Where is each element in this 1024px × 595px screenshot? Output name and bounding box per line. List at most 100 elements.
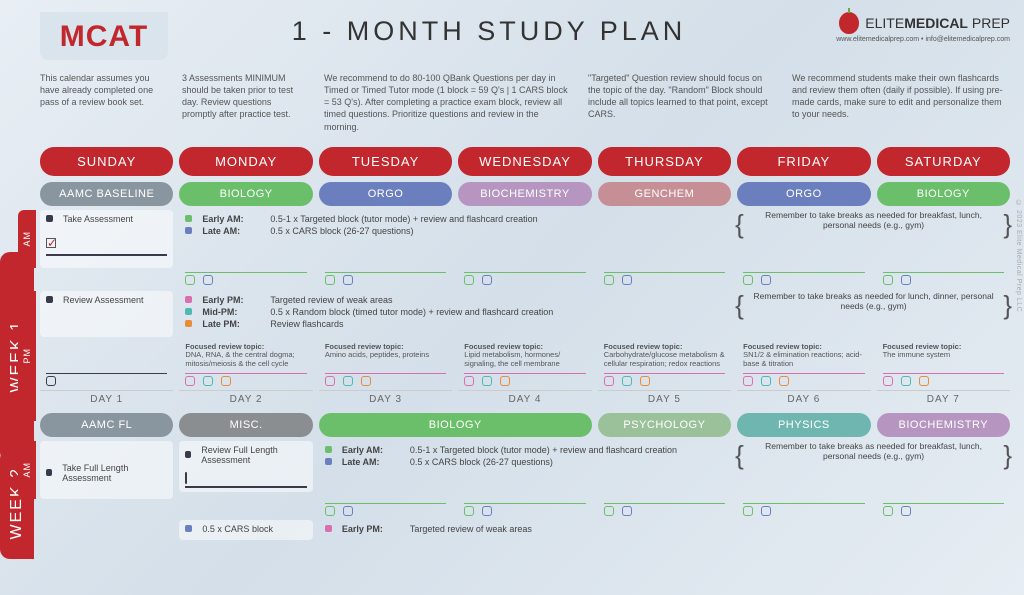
checkbox-icon bbox=[622, 376, 632, 386]
week-1-block: WEEK 1 AAMC BASELINEBIOLOGYORGOBIOCHEMIS… bbox=[40, 182, 1010, 405]
week2-subjects: AAMC FLMISC. BIOLOGYPSYCHOLOGYPHYSICS BIOC… bbox=[40, 413, 1010, 437]
sunday-am-cell: Take Assessment bbox=[40, 210, 173, 268]
checkbox-icon bbox=[343, 275, 353, 285]
checkbox-icon bbox=[185, 472, 187, 484]
day-pill: FRIDAY bbox=[737, 147, 870, 176]
day-pill: THURSDAY bbox=[598, 147, 731, 176]
checkbox-icon bbox=[185, 376, 195, 386]
day-pill: SATURDAY bbox=[877, 147, 1010, 176]
subject-pill: AAMC FL bbox=[40, 413, 173, 437]
checkbox-icon bbox=[779, 376, 789, 386]
am-tab-2: AM bbox=[18, 441, 36, 499]
sunday-w2-cell: Take Full Length Assessment bbox=[40, 441, 173, 499]
checkbox-icon bbox=[743, 275, 753, 285]
day-pill: SUNDAY bbox=[40, 147, 173, 176]
week1-am: AM Take Assessment Early AM:0.5-1 x Targ… bbox=[40, 210, 1010, 285]
brand-text: ELITEMEDICAL PREP bbox=[865, 15, 1010, 31]
day-numbers: DAY 1DAY 2DAY 3DAY 4DAY 5DAY 6DAY 7 bbox=[40, 390, 1010, 405]
day-number: DAY 5 bbox=[598, 390, 731, 405]
subject-pill: BIOCHEMISTRY bbox=[877, 413, 1010, 437]
page-title: 1 - MONTH STUDY PLAN bbox=[188, 16, 790, 47]
subject-pill: ORGO bbox=[319, 182, 452, 206]
remember-am-2: {Remember to take breaks as needed for b… bbox=[737, 441, 1010, 493]
guidance-2: 3 Assessments MINIMUM should be taken pr… bbox=[182, 72, 310, 133]
day-number: DAY 2 bbox=[179, 390, 312, 405]
mcat-text: MCAT bbox=[48, 20, 160, 54]
checkbox-icon bbox=[325, 275, 335, 285]
subject-pill: BIOCHEMISTRY bbox=[458, 182, 591, 206]
checkbox-icon bbox=[919, 376, 929, 386]
pm-shared-text: Early PM:Targeted review of weak areasMi… bbox=[179, 291, 731, 337]
w2-am-checkboxes bbox=[40, 499, 1010, 516]
subject-pill: BIOLOGY bbox=[179, 182, 312, 206]
day-pill: MONDAY bbox=[179, 147, 312, 176]
subject-pill: PSYCHOLOGY bbox=[598, 413, 731, 437]
subject-pill: MISC. bbox=[179, 413, 312, 437]
am-shared-text: Early AM:0.5-1 x Targeted block (tutor m… bbox=[179, 210, 731, 268]
subject-pill: PHYSICS bbox=[737, 413, 870, 437]
brand-block: ELITEMEDICAL PREP www.elitemedicalprep.c… bbox=[810, 12, 1010, 43]
checkbox-icon bbox=[325, 376, 335, 386]
checkbox-icon bbox=[46, 238, 56, 248]
week1-subjects: AAMC BASELINEBIOLOGYORGOBIOCHEMISTRYGENC… bbox=[40, 182, 1010, 206]
day-pill: TUESDAY bbox=[319, 147, 452, 176]
checkbox-icon bbox=[361, 376, 371, 386]
remember-am: {Remember to take breaks as needed for b… bbox=[737, 210, 1010, 268]
guidance-3: We recommend to do 80-100 QBank Question… bbox=[324, 72, 574, 133]
checkbox-icon bbox=[622, 275, 632, 285]
checkbox-icon bbox=[482, 275, 492, 285]
subject-pill: AAMC BASELINE bbox=[40, 182, 173, 206]
guidance-1: This calendar assumes you have already c… bbox=[40, 72, 168, 133]
am-tab: AM bbox=[18, 210, 36, 268]
remember-pm: {Remember to take breaks as needed for l… bbox=[737, 291, 1010, 337]
subject-pill: BIOLOGY bbox=[877, 182, 1010, 206]
focused-row: Focused review topic:DNA, RNA, & the cen… bbox=[40, 337, 1010, 369]
pm-checkboxes bbox=[40, 369, 1010, 386]
checkbox-icon bbox=[761, 275, 771, 285]
day-number: DAY 1 bbox=[40, 390, 173, 405]
checkbox-icon bbox=[482, 376, 492, 386]
subject-pill: ORGO bbox=[737, 182, 870, 206]
copyright: © 2023 Elite Medical Prep LLC bbox=[1015, 200, 1022, 312]
guidance-5: We recommend students make their own fla… bbox=[792, 72, 1010, 133]
apple-icon bbox=[839, 12, 859, 34]
week1-pm: PM Review Assessment Early PM:Targeted r… bbox=[40, 291, 1010, 386]
checkbox-icon bbox=[185, 275, 195, 285]
day-number: DAY 4 bbox=[458, 390, 591, 405]
subject-pill: GENCHEM bbox=[598, 182, 731, 206]
checkbox-icon bbox=[640, 376, 650, 386]
checkbox-icon bbox=[901, 275, 911, 285]
checkbox-icon bbox=[604, 275, 614, 285]
guidance-row: This calendar assumes you have already c… bbox=[40, 72, 1010, 133]
checkbox-icon bbox=[883, 275, 893, 285]
checkbox-icon bbox=[604, 376, 614, 386]
brand-sub: www.elitemedicalprep.com • info@elitemed… bbox=[810, 36, 1010, 43]
checkbox-icon bbox=[500, 376, 510, 386]
mon-pm-partial: 0.5 x CARS block bbox=[179, 520, 312, 540]
day-headers: SUNDAYMONDAYTUESDAYWEDNESDAYTHURSDAYFRID… bbox=[40, 147, 1010, 176]
mcat-badge: MCAT bbox=[40, 12, 168, 60]
checkbox-icon bbox=[743, 376, 753, 386]
pm-tab: PM bbox=[18, 291, 36, 421]
w2-am-text: Early AM:0.5-1 x Targeted block (tutor m… bbox=[319, 441, 731, 493]
week2-am: AM Take Full Length Assessment Review Fu… bbox=[40, 441, 1010, 516]
checkbox-icon bbox=[221, 376, 231, 386]
checkbox-icon bbox=[464, 275, 474, 285]
checkbox-icon bbox=[761, 376, 771, 386]
sunday-pm-cell: Review Assessment bbox=[40, 291, 173, 337]
week-2-block: WEEK 2 AAMC FLMISC.BIOLOGYPSYCHOLOGYPHYS… bbox=[40, 413, 1010, 540]
checkbox-icon bbox=[203, 376, 213, 386]
w2-pm-text: Early PM:Targeted review of weak areas bbox=[319, 520, 731, 540]
guidance-4: "Targeted" Question review should focus … bbox=[588, 72, 778, 133]
checkbox-icon bbox=[883, 376, 893, 386]
subject-pill: BIOLOGY bbox=[319, 413, 592, 437]
checkbox-icon bbox=[203, 275, 213, 285]
day-number: DAY 7 bbox=[877, 390, 1010, 405]
mon-w2-cell: Review Full Length Assessment bbox=[179, 441, 312, 493]
header: MCAT 1 - MONTH STUDY PLAN ELITEMEDICAL P… bbox=[40, 12, 1010, 60]
am-checkboxes bbox=[40, 268, 1010, 285]
day-pill: WEDNESDAY bbox=[458, 147, 591, 176]
day-number: DAY 3 bbox=[319, 390, 452, 405]
checkbox-icon bbox=[901, 376, 911, 386]
checkbox-icon bbox=[464, 376, 474, 386]
